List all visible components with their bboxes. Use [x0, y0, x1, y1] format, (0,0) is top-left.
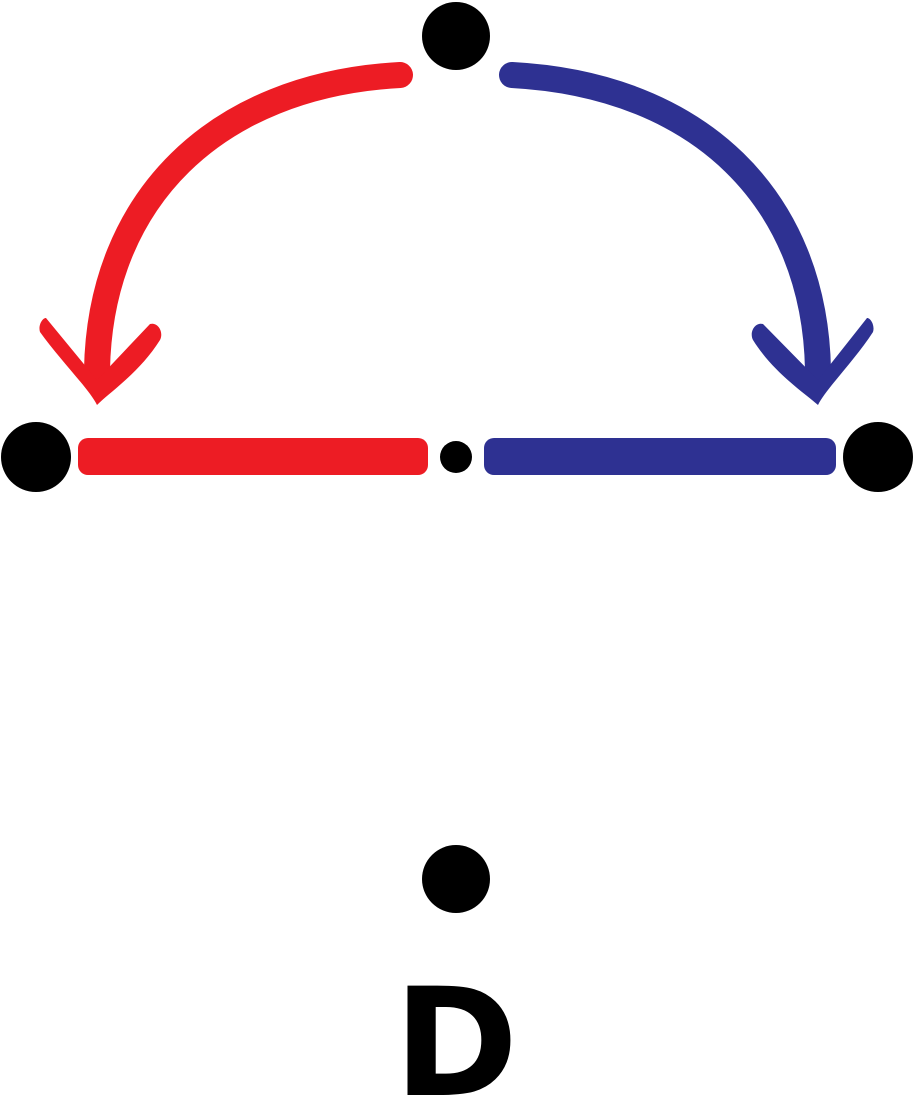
right-arc-arrow: [499, 62, 831, 383]
left-arc-arrow: [84, 62, 413, 383]
midpoint: [440, 441, 472, 473]
left-endpoint: [1, 422, 71, 492]
left-segment: [78, 438, 428, 475]
top-point: [422, 2, 490, 70]
right-endpoint: [843, 422, 913, 492]
point-d: [422, 845, 490, 913]
left-arrowhead: [39, 318, 162, 405]
right-arrowhead: [751, 318, 874, 405]
right-segment: [484, 438, 836, 475]
point-d-label: D: [394, 957, 519, 1103]
